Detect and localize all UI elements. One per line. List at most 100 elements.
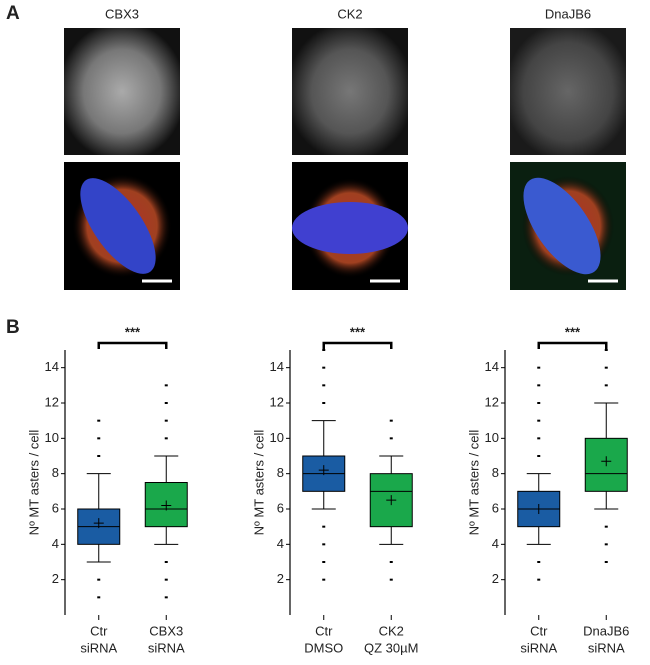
image-title: CBX3 [105, 6, 139, 21]
outlier [164, 596, 168, 599]
x-tick-label: Ctr [90, 623, 108, 638]
significance: *** [125, 324, 141, 339]
outlier [322, 578, 326, 581]
y-tick-label: 12 [45, 394, 59, 409]
outlier [389, 437, 393, 440]
outlier [322, 543, 326, 546]
stain [80, 178, 156, 274]
outlier [322, 561, 326, 563]
x-tick-label: QZ 30µM [364, 640, 418, 655]
micrograph [64, 28, 180, 155]
micrograph [292, 28, 408, 155]
y-tick-label: 10 [485, 430, 499, 445]
x-tick-label: siRNA [520, 640, 557, 655]
box [584, 437, 628, 492]
outlier [164, 402, 168, 404]
outlier [322, 366, 326, 369]
y-tick-label: 14 [485, 359, 499, 374]
outlier [537, 384, 541, 387]
outlier [604, 543, 608, 546]
outlier [322, 525, 326, 528]
y-tick-label: 2 [277, 571, 284, 586]
x-tick-label: siRNA [588, 640, 625, 655]
outlier [97, 419, 101, 422]
image-title: DnaJB6 [545, 6, 591, 21]
outlier [389, 578, 393, 581]
outlier [164, 561, 168, 563]
mean [386, 495, 397, 506]
outlier [97, 596, 101, 599]
y-tick-label: 2 [492, 571, 499, 586]
y-axis-label: Nº MT asters / cell [466, 430, 481, 536]
significance: *** [565, 324, 581, 339]
y-tick-label: 10 [45, 430, 59, 445]
outlier [164, 437, 168, 440]
significance-bracket [322, 341, 393, 349]
outlier [322, 402, 326, 404]
significance-bracket [537, 341, 608, 349]
y-tick-label: 8 [277, 465, 284, 480]
x-tick-label: siRNA [80, 640, 117, 655]
outlier [97, 437, 101, 440]
outlier [322, 384, 326, 387]
mean [318, 465, 329, 476]
outlier [537, 437, 541, 440]
outlier [537, 561, 541, 563]
outlier [604, 384, 608, 387]
outlier [164, 578, 168, 581]
significance-bracket [97, 341, 168, 349]
y-tick-label: 2 [52, 571, 59, 586]
significance: *** [350, 324, 366, 339]
y-tick-label: 8 [52, 465, 59, 480]
y-tick-label: 6 [52, 500, 59, 515]
x-tick-label: Ctr [315, 623, 333, 638]
outlier [604, 525, 608, 528]
y-tick-label: 4 [492, 536, 499, 551]
x-tick-label: Ctr [530, 623, 548, 638]
outlier [389, 561, 393, 563]
micrograph [510, 28, 626, 155]
outlier [537, 402, 541, 404]
y-tick-label: 10 [270, 430, 284, 445]
mean [601, 456, 612, 467]
stain [523, 177, 601, 275]
y-tick-label: 14 [45, 359, 59, 374]
panel-letter: A [6, 3, 20, 24]
y-tick-label: 6 [277, 500, 284, 515]
outlier [604, 366, 608, 369]
outlier [537, 578, 541, 581]
x-tick-label: siRNA [148, 640, 185, 655]
x-tick-label: DnaJB6 [583, 623, 629, 638]
outlier [537, 366, 541, 369]
outlier [322, 349, 326, 351]
outlier [389, 419, 393, 422]
stain [292, 202, 408, 254]
image-title: CK2 [337, 6, 362, 21]
mean [161, 500, 172, 511]
panel-letter: B [6, 317, 20, 338]
outlier [164, 384, 168, 387]
y-tick-label: 12 [270, 394, 284, 409]
outlier [604, 349, 608, 351]
y-tick-label: 6 [492, 500, 499, 515]
outlier [97, 455, 101, 457]
x-tick-label: DMSO [304, 640, 343, 655]
y-tick-label: 4 [277, 536, 284, 551]
y-tick-label: 4 [52, 536, 59, 551]
y-tick-label: 14 [270, 359, 284, 374]
mean [93, 518, 104, 529]
outlier [97, 578, 101, 581]
y-axis-label: Nº MT asters / cell [251, 430, 266, 536]
x-tick-label: CK2 [379, 623, 404, 638]
y-axis-label: Nº MT asters / cell [26, 430, 41, 536]
micrographs [64, 28, 626, 290]
y-tick-label: 8 [492, 465, 499, 480]
outlier [537, 455, 541, 457]
outlier [604, 561, 608, 563]
outlier [164, 419, 168, 422]
outlier [537, 419, 541, 422]
x-tick-label: CBX3 [149, 623, 183, 638]
y-tick-label: 12 [485, 394, 499, 409]
mean [533, 504, 544, 514]
